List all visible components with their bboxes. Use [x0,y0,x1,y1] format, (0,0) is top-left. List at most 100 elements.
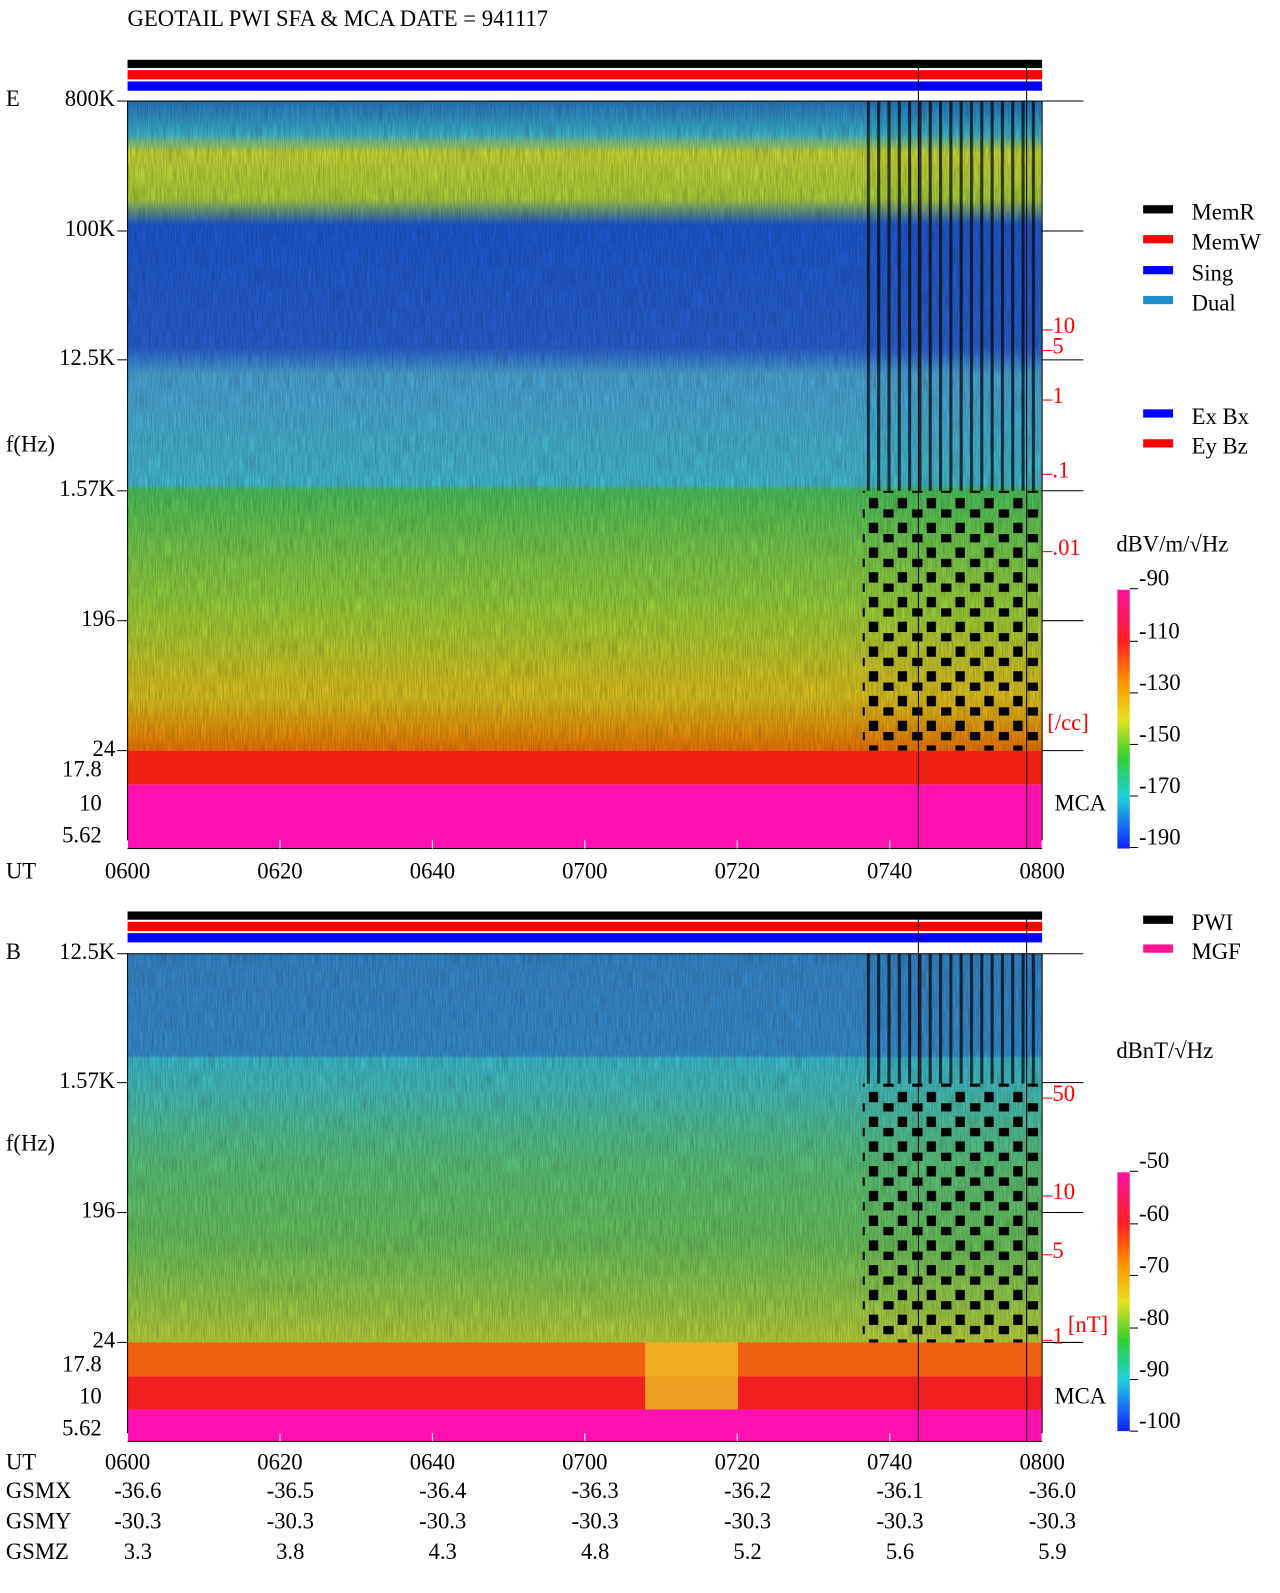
freq-tick-label: 12.5K [59,939,116,964]
orbit-value: -30.3 [724,1509,771,1534]
mca-tick-label: 10 [79,1383,102,1408]
time-tick-label: 0600 [105,859,150,884]
time-axis-label: UT [6,1449,36,1474]
density-tick-label: 5 [1052,1238,1063,1263]
orbit-value: -36.2 [724,1478,771,1503]
legend-swatch [1143,295,1174,305]
orbit-value: -30.3 [267,1509,314,1534]
colorbar-tick-label: -100 [1139,1408,1181,1433]
density-unit: [/cc] [1047,710,1089,735]
legend-label: Ex Bx [1192,404,1250,429]
orbit-value: 4.3 [429,1539,457,1564]
colorbar-tick-label: -170 [1139,773,1181,798]
colorbar-tick-label: -150 [1139,721,1181,746]
time-tick-label: 0800 [1019,1449,1064,1474]
colorbar-tick-label: -190 [1139,824,1181,849]
time-tick-label: 0720 [715,1449,760,1474]
legend-label: MemW [1192,230,1262,255]
orbit-value: -30.3 [114,1509,161,1534]
time-tick-label: 0600 [105,1449,150,1474]
orbit-value: -30.3 [572,1509,619,1534]
freq-tick-label: 24 [93,736,116,761]
orbit-value: -36.4 [419,1478,466,1503]
mca-tick-label: 17.8 [62,756,102,781]
colorbar-tick-label: -90 [1139,1357,1169,1382]
orbit-value: 3.3 [124,1539,152,1564]
mca-tick-label: 10 [79,790,102,815]
plot-layout [127,59,1130,1442]
density-tick-label: 1 [1052,383,1063,408]
y-axis-label: f(Hz) [6,432,55,457]
orbit-value: -36.5 [267,1478,314,1503]
freq-tick-label: 100K [65,216,116,241]
legend-swatch [1143,439,1174,448]
mca-label: MCA [1054,790,1106,815]
legend-swatch [1143,944,1174,953]
legend-swatch [1143,235,1174,244]
colorbar-tick-label: -90 [1139,566,1169,591]
density-tick-label: .01 [1052,535,1080,560]
orbit-value: 5.9 [1038,1539,1066,1564]
freq-tick-label: 24 [93,1328,116,1353]
colorbar-unit: dBV/m/√Hz [1116,532,1228,557]
legend-label: Ey Bz [1192,434,1248,459]
density-tick-label: .1 [1052,457,1069,482]
mca-tick-label: 5.62 [62,1415,102,1440]
orbit-value: -36.6 [114,1478,161,1503]
legend-label: Sing [1192,260,1234,285]
time-axis-label: UT [6,859,36,884]
freq-tick-label: 12.5K [59,345,116,370]
legend-swatch [1143,205,1174,214]
orbit-label: GSMZ [6,1539,69,1564]
mca-label: MCA [1054,1383,1106,1408]
mca-tick-label: 5.62 [62,822,102,847]
orbit-value: 3.8 [276,1539,304,1564]
legend-label: PWI [1192,910,1234,935]
time-tick-label: 0640 [410,1449,455,1474]
orbit-value: 5.2 [733,1539,761,1564]
colorbar-tick-label: -60 [1139,1201,1169,1226]
orbit-label: GSMX [6,1478,72,1503]
panel-label: E [6,86,20,111]
density-tick-label: 10 [1052,313,1075,338]
orbit-value: 4.8 [581,1539,609,1564]
freq-tick-label: 1.57K [59,1068,116,1093]
colorbar-tick-label: -110 [1139,618,1180,643]
orbit-label: GSMY [6,1509,72,1534]
legend-label: MGF [1192,939,1241,964]
orbit-value: -36.0 [1029,1478,1076,1503]
density-unit: [nT] [1068,1312,1108,1337]
time-tick-label: 0740 [867,1449,912,1474]
freq-tick-label: 800K [65,86,116,111]
orbit-value: -30.3 [419,1509,466,1534]
time-tick-label: 0740 [867,859,912,884]
title: GEOTAIL PWI SFA & MCA DATE = 941117 [128,6,549,31]
panel-label: B [6,939,21,964]
time-tick-label: 0620 [257,1449,302,1474]
density-tick-label: 50 [1052,1081,1075,1106]
orbit-value: -36.3 [572,1478,619,1503]
legend-swatch [1143,915,1174,924]
time-tick-label: 0700 [562,859,607,884]
orbit-value: -30.3 [1029,1509,1076,1534]
orbit-value: -30.3 [876,1509,923,1534]
time-tick-label: 0640 [410,859,455,884]
time-tick-label: 0700 [562,1449,607,1474]
freq-tick-label: 1.57K [59,476,116,501]
colorbar-tick-label: -70 [1139,1252,1169,1277]
legend-swatch [1143,409,1174,418]
time-tick-label: 0720 [715,859,760,884]
density-tick-label: 1 [1052,1324,1063,1349]
time-tick-label: 0800 [1019,859,1064,884]
legend-swatch [1143,266,1174,275]
legend-label: MemR [1192,200,1256,225]
y-axis-label: f(Hz) [6,1131,55,1156]
colorbar-unit: dBnT/√Hz [1116,1038,1213,1063]
time-tick-label: 0620 [257,859,302,884]
colorbar-tick-label: -130 [1139,670,1181,695]
density-tick-label: 10 [1052,1179,1075,1204]
colorbar-tick-label: -50 [1139,1148,1169,1173]
orbit-value: -36.1 [876,1478,923,1503]
density-tick-label: 5 [1052,334,1063,359]
